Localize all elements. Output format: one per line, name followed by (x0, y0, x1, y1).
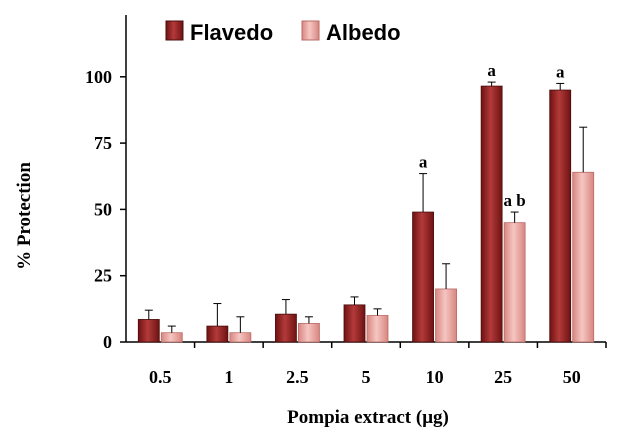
y-tick-label: 0 (103, 332, 112, 352)
bar-flavedo (137, 319, 160, 343)
x-tick-label: 10 (426, 367, 444, 387)
x-tick-label: 0.5 (149, 367, 172, 387)
annotation-albedo: a b (504, 191, 526, 210)
x-tick-label: 2.5 (286, 367, 309, 387)
bar-albedo (160, 332, 183, 343)
y-axis-title: % Protection (14, 162, 35, 270)
bar-flavedo (206, 325, 229, 343)
x-axis-ticks: 0.5 1 2.5 5 10 25 50 (149, 342, 607, 387)
x-tick-label: 50 (563, 367, 581, 387)
significance-annotations: a a a b a (419, 61, 565, 210)
bar-flavedo (549, 89, 572, 343)
annotation-flavedo: a (556, 62, 565, 81)
legend-label-flavedo: Flavedo (190, 20, 273, 45)
bar-albedo (366, 315, 389, 343)
annotation-flavedo: a (419, 153, 428, 172)
legend-label-albedo: Albedo (326, 20, 401, 45)
annotation-flavedo: a (487, 61, 496, 80)
bar-albedo (229, 332, 252, 343)
bar-flavedo (412, 211, 434, 343)
bar-albedo (298, 323, 320, 343)
y-tick-label: 100 (85, 67, 112, 87)
bar-flavedo (275, 313, 297, 343)
x-axis-title: Pompia extract (μg) (287, 407, 449, 428)
bars (137, 81, 595, 343)
y-tick-label: 25 (94, 266, 112, 286)
bar-albedo (435, 288, 457, 343)
y-tick-label: 75 (94, 133, 112, 153)
bar-flavedo (480, 85, 503, 343)
chart-axes (125, 15, 606, 343)
legend-swatch-flavedo (165, 20, 184, 41)
x-tick-label: 1 (224, 367, 233, 387)
y-axis-ticks: 0 25 50 75 100 (85, 67, 126, 352)
y-tick-label: 50 (94, 199, 112, 219)
bar-albedo (503, 222, 526, 343)
bar-albedo (572, 171, 595, 343)
bar-flavedo (343, 304, 366, 343)
legend-swatch-albedo (301, 20, 320, 41)
chart-legend: Flavedo Albedo (165, 20, 401, 45)
x-tick-label: 25 (494, 367, 512, 387)
x-tick-label: 5 (362, 367, 371, 387)
